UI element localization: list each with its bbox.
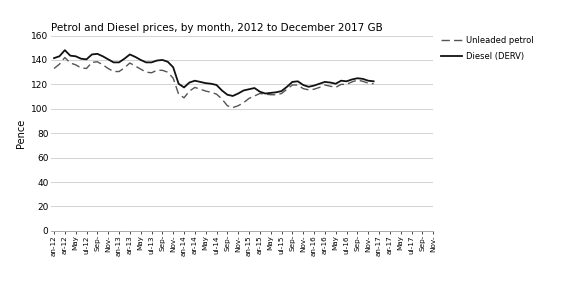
Diesel (DERV) xyxy=(148,61,155,64)
Diesel (DERV) xyxy=(262,92,268,95)
Diesel (DERV) xyxy=(164,60,171,64)
Unleaded petrol xyxy=(164,70,171,74)
Diesel (DERV) xyxy=(62,48,68,52)
Line: Unleaded petrol: Unleaded petrol xyxy=(54,57,373,107)
Unleaded petrol xyxy=(262,92,268,96)
Unleaded petrol xyxy=(229,106,236,109)
Line: Diesel (DERV): Diesel (DERV) xyxy=(54,50,373,96)
Text: Petrol and Diesel prices, by month, 2012 to December 2017 GB: Petrol and Diesel prices, by month, 2012… xyxy=(51,23,383,33)
Unleaded petrol xyxy=(51,67,58,70)
Diesel (DERV) xyxy=(370,80,377,83)
Unleaded petrol xyxy=(159,69,166,72)
Diesel (DERV) xyxy=(229,94,236,98)
Diesel (DERV) xyxy=(137,58,144,62)
Y-axis label: Pence: Pence xyxy=(16,119,26,148)
Legend: Unleaded petrol, Diesel (DERV): Unleaded petrol, Diesel (DERV) xyxy=(441,36,534,61)
Diesel (DERV) xyxy=(51,56,58,60)
Diesel (DERV) xyxy=(159,58,166,62)
Unleaded petrol xyxy=(148,71,155,75)
Unleaded petrol xyxy=(62,56,68,59)
Unleaded petrol xyxy=(370,82,377,86)
Unleaded petrol xyxy=(137,67,144,71)
Unleaded petrol xyxy=(110,70,117,73)
Diesel (DERV) xyxy=(110,61,117,64)
